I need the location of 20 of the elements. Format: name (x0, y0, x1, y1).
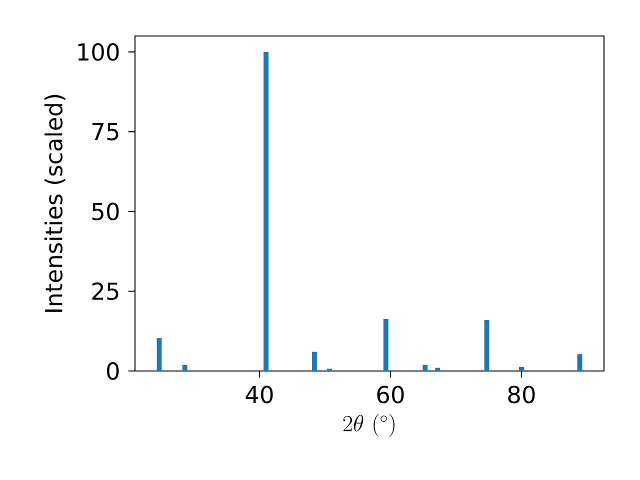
bar (182, 364, 188, 371)
y-axis-title: Intensities (scaled) (44, 94, 66, 312)
bar (156, 338, 162, 371)
bar (422, 364, 428, 371)
x-axis-title: $2\theta\ (^{\circ})$ (343, 414, 394, 437)
bar (484, 320, 490, 371)
bar (577, 354, 582, 371)
x-tick-label: 60 (377, 386, 404, 404)
bar (519, 366, 524, 371)
x-tick-label: 40 (246, 386, 273, 404)
x-tick-label: 80 (508, 386, 535, 404)
y-tick-label: 75 (92, 123, 118, 140)
y-tick-label: 0 (106, 362, 119, 380)
bar (312, 352, 317, 371)
y-tick-label: 100 (78, 43, 119, 61)
bar (435, 368, 440, 371)
bar (264, 52, 268, 371)
y-tick-label: 50 (92, 202, 119, 220)
bar (383, 319, 388, 371)
y-tick-label: 25 (92, 282, 118, 300)
